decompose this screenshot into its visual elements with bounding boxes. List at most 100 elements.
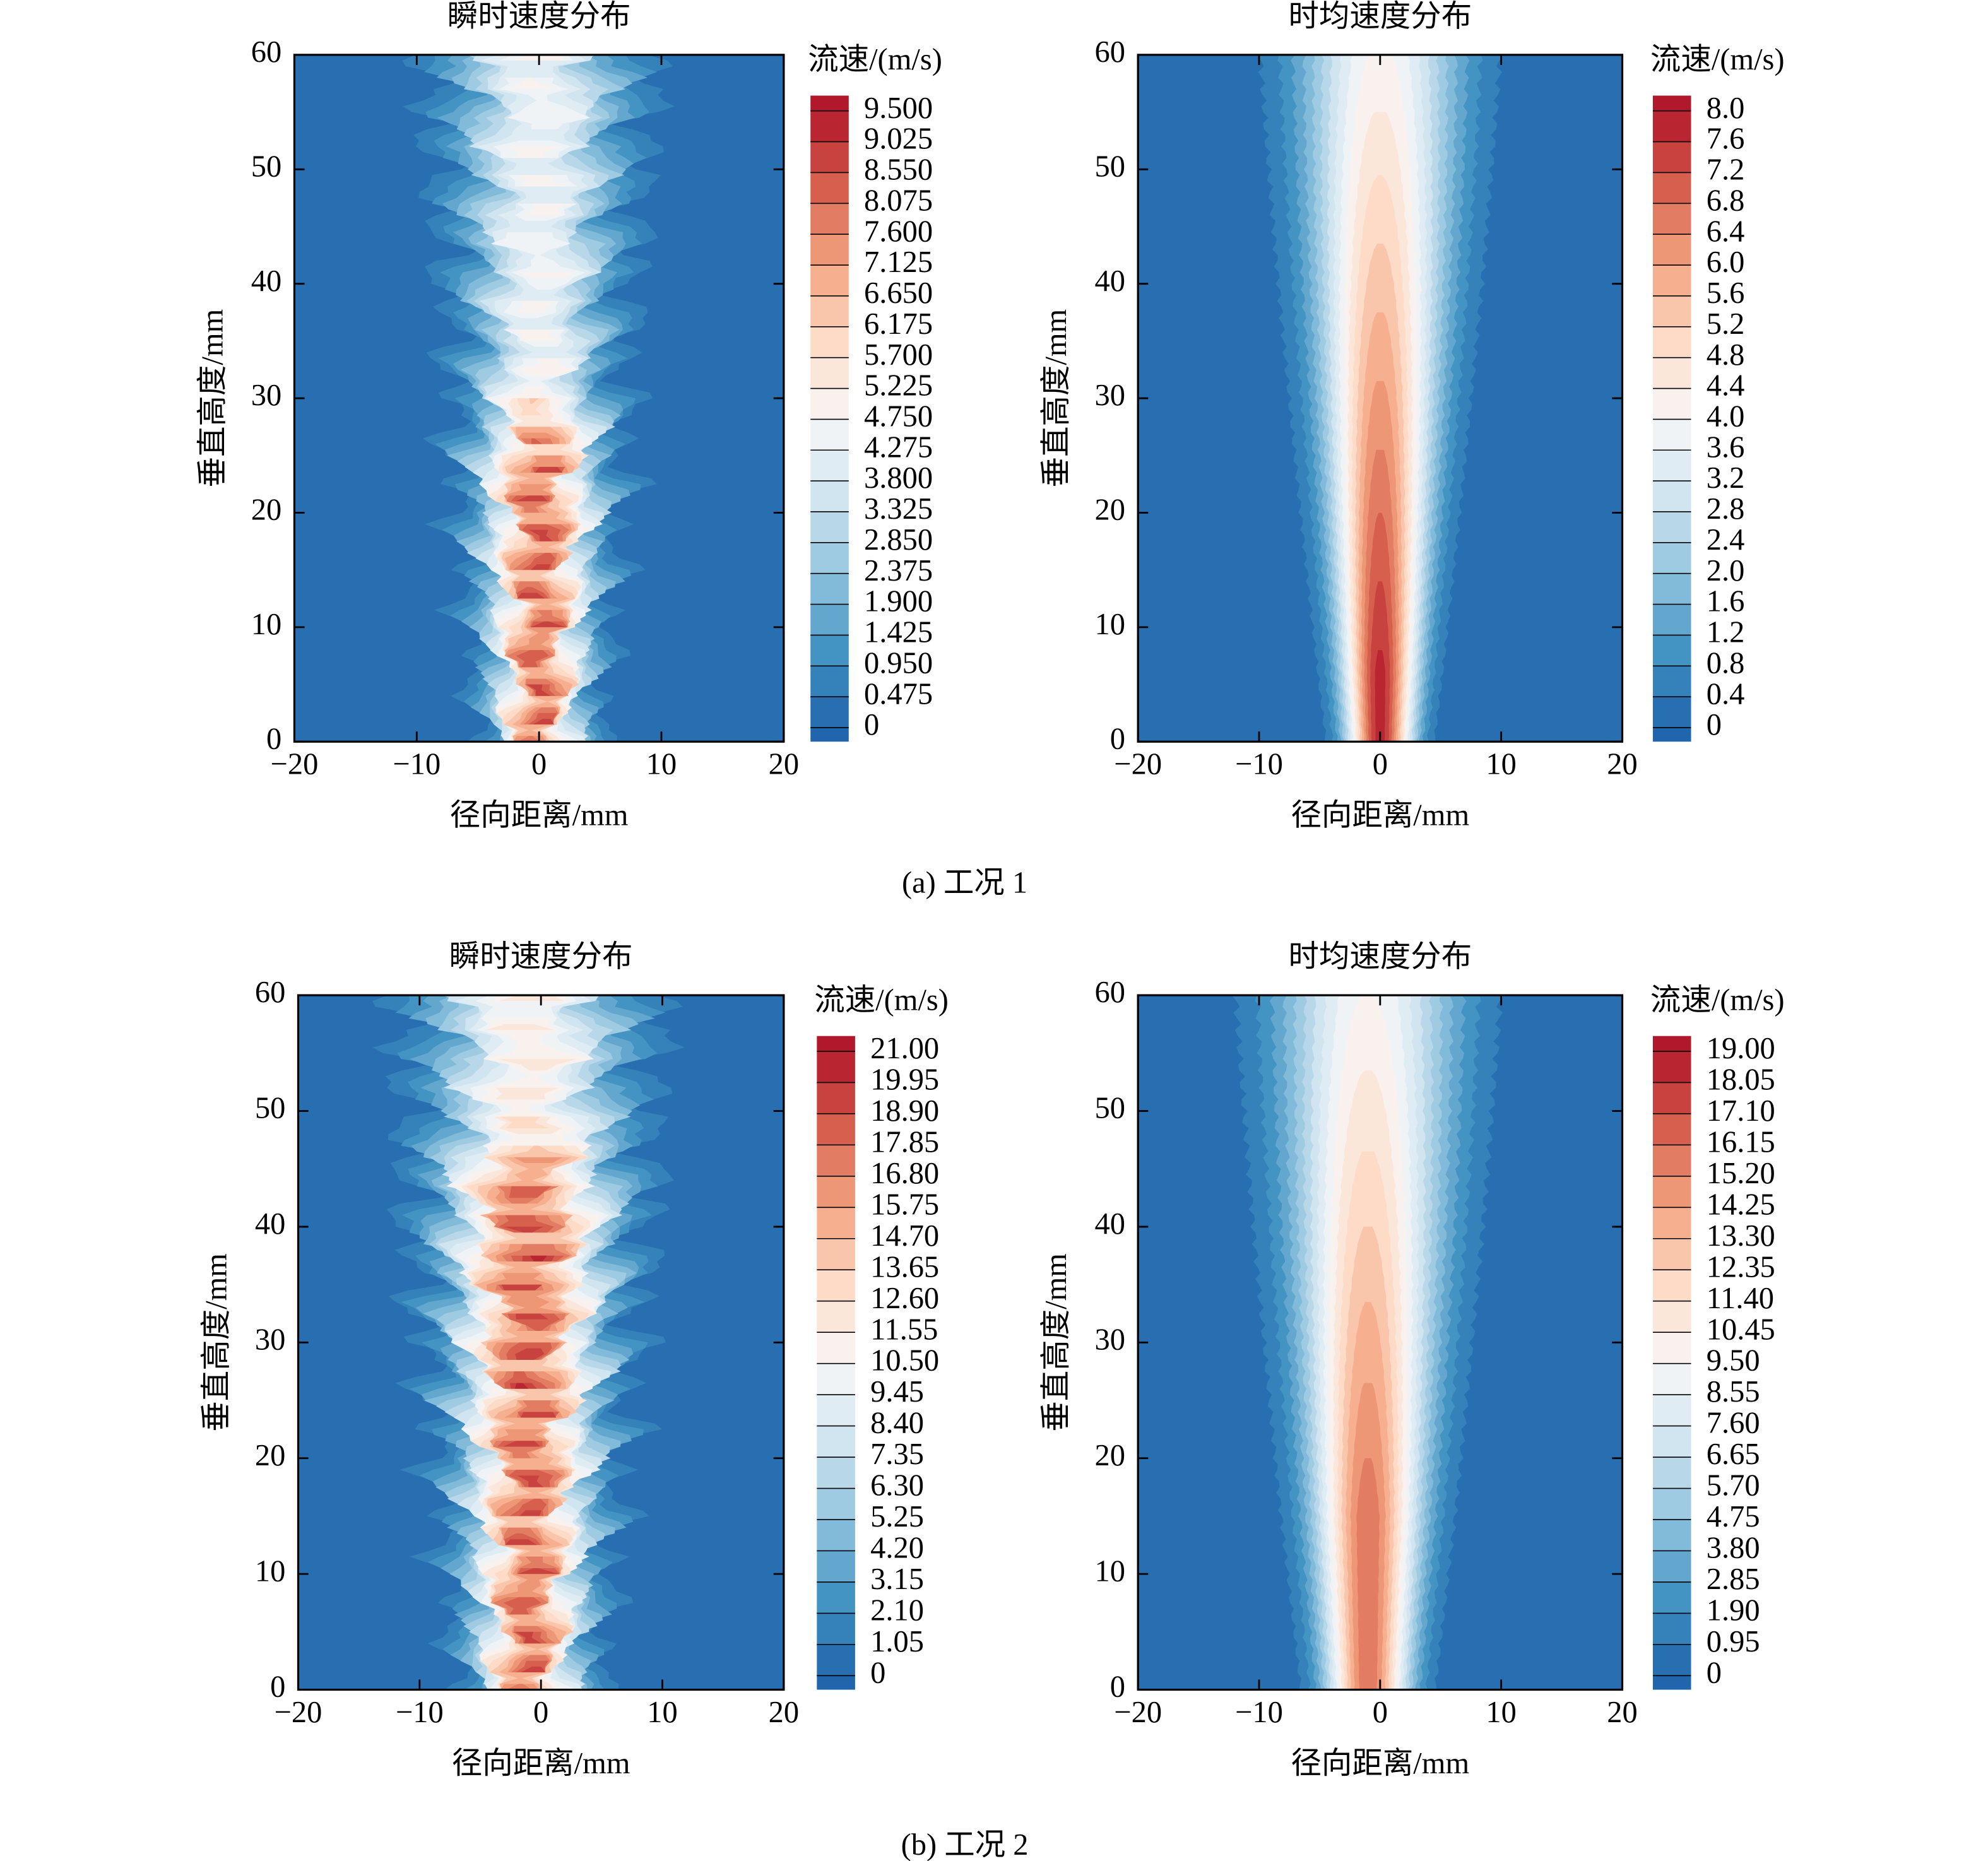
colorbar-tick-label: 21.00 <box>870 1032 939 1065</box>
colorbar-band <box>817 1301 855 1333</box>
colorbar-band <box>810 666 849 697</box>
chart-title: 时均速度分布 <box>1288 940 1472 974</box>
contour-fill <box>509 1186 552 1198</box>
colorbar-tick-label: 7.60 <box>1707 1407 1760 1440</box>
colorbar-tick-label: 0 <box>1707 1656 1722 1689</box>
x-axis-label: 径向距离/mm <box>1291 799 1469 832</box>
colorbar-band <box>810 203 849 235</box>
contour-fill <box>519 272 575 278</box>
contour-fill <box>535 466 563 473</box>
y-tick-label: 0 <box>1110 722 1125 755</box>
y-tick-label: 50 <box>255 1092 285 1125</box>
colorbar-band <box>817 1176 855 1208</box>
colorbar-tick-label: 9.500 <box>864 92 933 125</box>
y-axis-label: 垂直高度/mm <box>1039 309 1073 488</box>
colorbar-band <box>1652 1051 1691 1083</box>
colorbar-band <box>810 295 849 328</box>
colorbar-tick-label: 4.750 <box>864 400 933 434</box>
colorbar-band <box>1652 1332 1691 1364</box>
y-tick-label: 30 <box>251 379 281 412</box>
contour-fill <box>497 1058 577 1071</box>
colorbar-band <box>810 481 849 512</box>
colorbar-tick-label: 11.55 <box>870 1313 938 1346</box>
colorbar-band <box>810 542 849 574</box>
colorbar-tick-label: 2.10 <box>870 1594 924 1628</box>
x-tick-label: 10 <box>647 1696 677 1729</box>
contour-fill <box>516 1313 549 1320</box>
contour-fill <box>516 650 549 668</box>
colorbar-tick-label: 12.35 <box>1707 1250 1775 1284</box>
colorbar-extension <box>810 95 849 111</box>
y-tick-label: 40 <box>251 264 281 298</box>
colorbar-tick-label: 5.25 <box>870 1500 924 1533</box>
y-axis-label: 垂直高度/mm <box>199 1253 233 1432</box>
y-tick-label: 20 <box>1095 493 1125 527</box>
contour-fill <box>504 1226 544 1233</box>
x-tick-label: 10 <box>1486 1696 1516 1729</box>
y-tick-label: 40 <box>1095 1207 1125 1241</box>
chart-title: 瞬时速度分布 <box>449 940 633 974</box>
colorbar-tick-label: 15.75 <box>870 1188 939 1221</box>
colorbar-tick-label: 16.80 <box>870 1157 939 1190</box>
contour-fill <box>519 358 574 375</box>
contour-fill <box>514 1383 529 1389</box>
colorbar-tick-label: 6.30 <box>870 1469 924 1503</box>
contour-field <box>298 995 784 1690</box>
colorbar-tick-label: 6.0 <box>1707 245 1745 279</box>
contour-fill <box>530 1255 547 1261</box>
contour-fill <box>516 398 547 416</box>
colorbar-band <box>810 388 849 420</box>
colorbar-band <box>1652 265 1691 297</box>
colorbar-band <box>1652 1457 1691 1489</box>
contour-fill <box>512 329 560 341</box>
colorbar-tick-label: 9.45 <box>870 1375 924 1409</box>
colorbar-tick-label: 7.6 <box>1707 122 1745 156</box>
colorbar-extension <box>1652 95 1691 111</box>
contour-fill <box>515 1631 542 1644</box>
colorbar-band <box>1652 1145 1691 1177</box>
colorbar-tick-label: 1.05 <box>870 1625 924 1658</box>
colorbar-tick-label: 3.80 <box>1707 1532 1760 1565</box>
contour-fill <box>503 1597 541 1615</box>
colorbar-tick-label: 1.2 <box>1707 616 1745 649</box>
colorbar-tick-label: 4.275 <box>864 430 933 464</box>
y-tick-label: 60 <box>251 35 281 69</box>
colorbar-tick-label: 4.4 <box>1707 369 1745 403</box>
colorbar-band <box>1652 1082 1691 1114</box>
y-tick-label: 10 <box>255 1554 285 1588</box>
contour-fill <box>533 718 554 725</box>
y-tick-label: 20 <box>251 493 281 527</box>
colorbar-band <box>810 141 849 174</box>
y-axis-label: 垂直高度/mm <box>1039 1253 1073 1432</box>
colorbar-band <box>817 1519 855 1552</box>
colorbar-tick-label: 5.70 <box>1707 1469 1760 1503</box>
chart-title: 瞬时速度分布 <box>447 0 631 33</box>
colorbar-band <box>1652 419 1691 451</box>
colorbar-tick-label: 7.125 <box>864 245 933 279</box>
colorbar-tick-label: 13.65 <box>870 1250 939 1284</box>
colorbar-band <box>817 1363 855 1395</box>
contour-fill <box>531 438 543 444</box>
colorbar-band <box>817 1457 855 1489</box>
contour-field <box>294 54 784 742</box>
colorbar-label: 流速/(m/s) <box>814 983 949 1017</box>
colorbar-tick-label: 10.45 <box>1707 1313 1775 1346</box>
colorbar-band <box>810 419 849 451</box>
x-tick-label: 20 <box>1607 748 1637 781</box>
colorbar-tick-label: 0 <box>1707 708 1722 741</box>
colorbar-band <box>1652 573 1691 605</box>
x-tick-label: −10 <box>396 1696 444 1729</box>
colorbar-tick-label: 3.325 <box>864 492 933 526</box>
colorbar-band <box>1652 1113 1691 1145</box>
colorbar-tick-label: 6.650 <box>864 276 933 310</box>
colorbar-tick-label: 4.20 <box>870 1532 924 1565</box>
x-tick-label: −10 <box>393 748 441 781</box>
colorbar-band <box>1652 1613 1691 1645</box>
y-tick-label: 40 <box>255 1207 285 1241</box>
colorbar-band <box>1652 203 1691 235</box>
colorbar-band <box>817 1332 855 1364</box>
colorbar-band <box>1652 1207 1691 1239</box>
colorbar-tick-label: 1.900 <box>864 585 933 618</box>
